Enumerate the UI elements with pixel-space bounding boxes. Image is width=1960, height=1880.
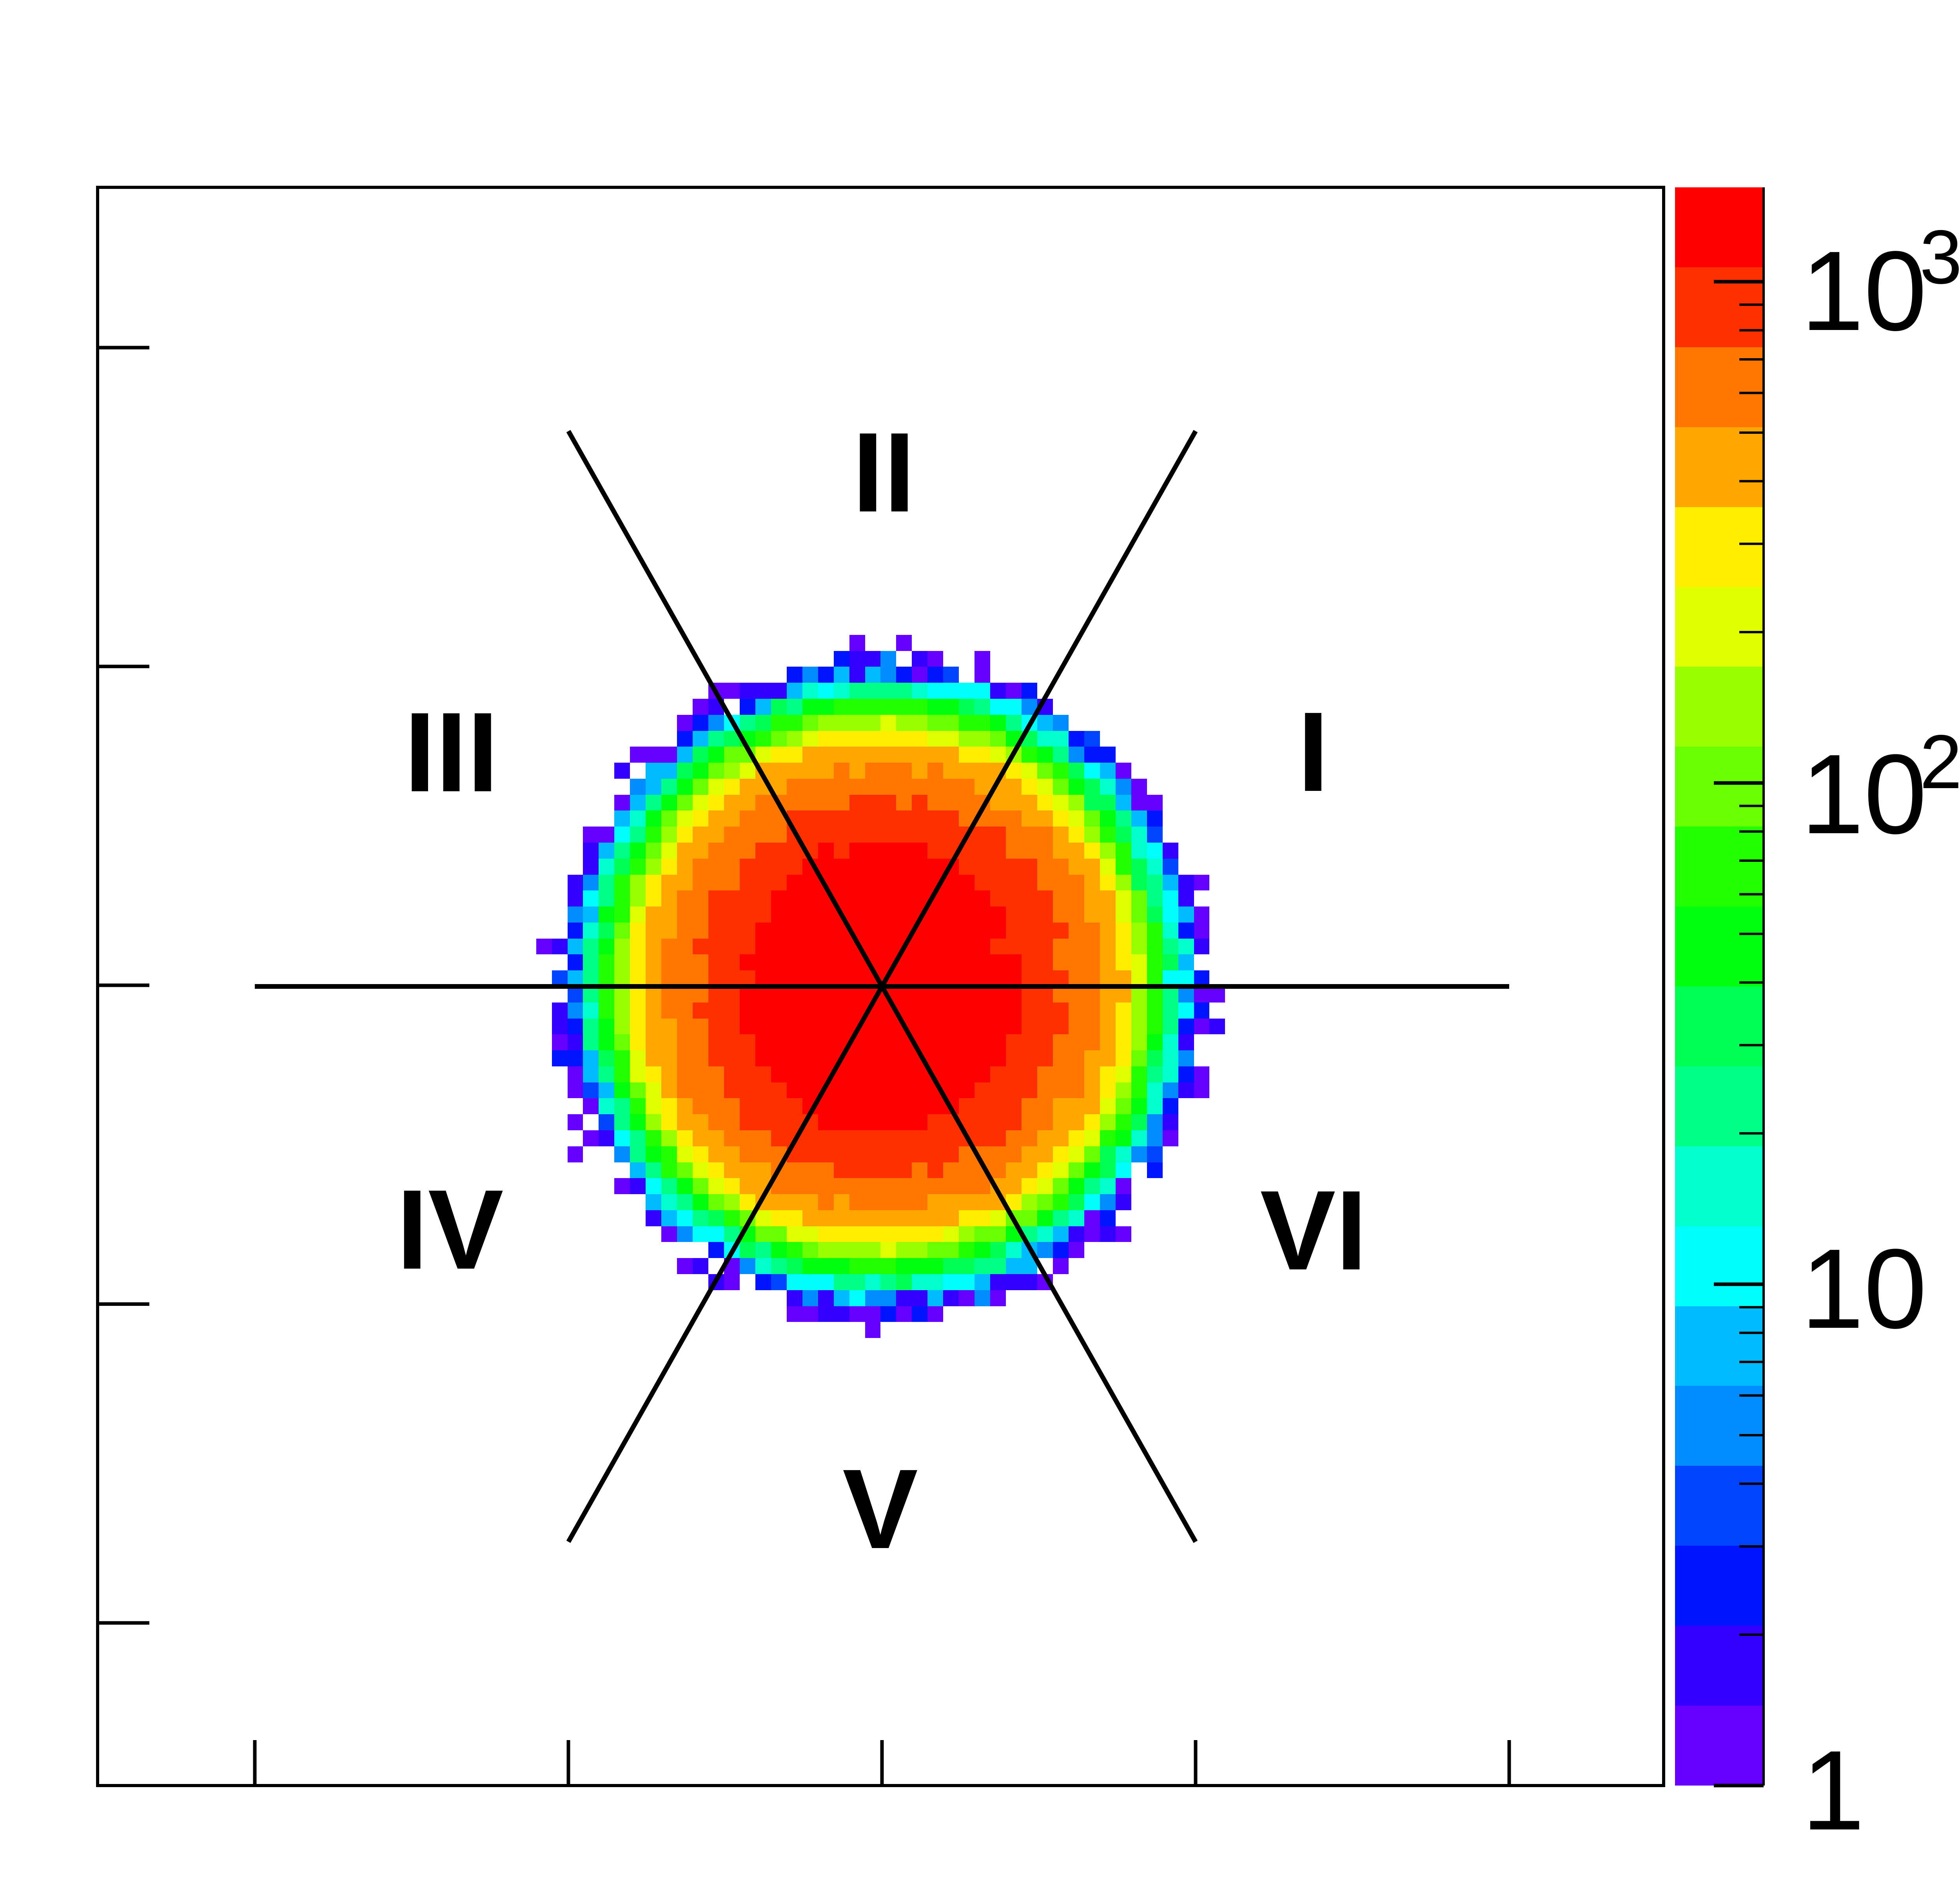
svg-text:10: 10	[1801, 731, 1927, 858]
svg-text:1: 1	[1802, 1727, 1865, 1854]
svg-text:VI: VI	[1260, 1167, 1367, 1294]
svg-text:IV: IV	[396, 1166, 504, 1293]
svg-text:III: III	[404, 689, 499, 816]
svg-text:2: 2	[1920, 719, 1960, 805]
svg-text:II: II	[852, 409, 915, 536]
svg-text:V: V	[842, 1446, 918, 1572]
svg-text:10: 10	[1801, 1226, 1927, 1352]
svg-text:I: I	[1298, 689, 1329, 815]
svg-text:3: 3	[1920, 214, 1960, 300]
svg-text:10: 10	[1801, 228, 1927, 354]
